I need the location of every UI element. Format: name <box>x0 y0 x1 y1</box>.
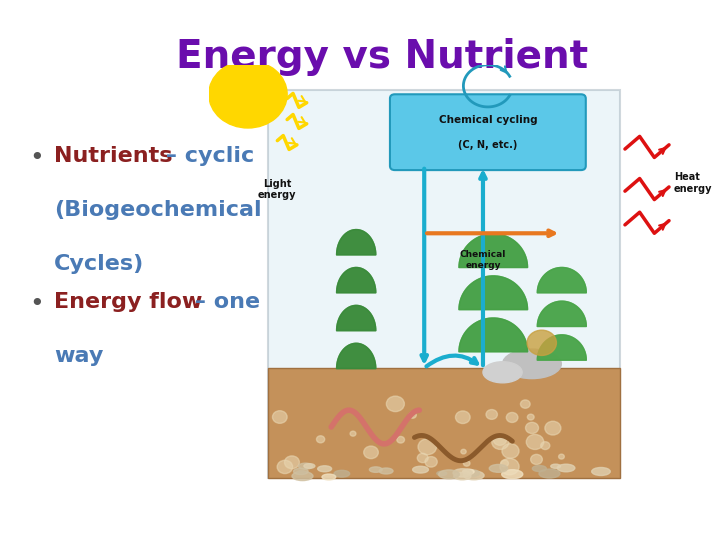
Bar <box>268 368 620 477</box>
Ellipse shape <box>379 468 393 474</box>
Ellipse shape <box>557 464 575 472</box>
Circle shape <box>425 456 437 467</box>
Circle shape <box>545 421 561 435</box>
Circle shape <box>559 454 564 459</box>
Circle shape <box>350 431 356 436</box>
Circle shape <box>506 413 518 422</box>
Circle shape <box>500 458 519 475</box>
Ellipse shape <box>292 471 313 481</box>
Circle shape <box>464 461 470 466</box>
Circle shape <box>272 411 287 423</box>
Ellipse shape <box>369 467 382 472</box>
Text: Energy vs Nutrient: Energy vs Nutrient <box>176 38 588 76</box>
Text: way: way <box>54 346 104 366</box>
Circle shape <box>418 453 428 463</box>
Text: (Biogeochemical: (Biogeochemical <box>54 200 261 220</box>
Circle shape <box>409 412 416 418</box>
Circle shape <box>492 435 509 449</box>
Circle shape <box>486 409 498 420</box>
Circle shape <box>284 456 300 469</box>
Circle shape <box>502 444 519 458</box>
Text: Energy flow: Energy flow <box>54 292 202 312</box>
Ellipse shape <box>592 468 611 476</box>
Ellipse shape <box>464 471 484 480</box>
Text: – cyclic: – cyclic <box>158 146 255 166</box>
Ellipse shape <box>304 464 315 468</box>
Circle shape <box>418 439 436 455</box>
Text: Nutrients: Nutrients <box>54 146 173 166</box>
Circle shape <box>387 396 405 411</box>
Circle shape <box>541 442 550 449</box>
Text: •: • <box>29 146 43 170</box>
Text: Heat
energy: Heat energy <box>674 172 712 193</box>
Circle shape <box>317 436 325 443</box>
Ellipse shape <box>464 470 480 477</box>
Ellipse shape <box>483 362 522 383</box>
Circle shape <box>456 411 470 423</box>
Ellipse shape <box>463 469 474 474</box>
Text: (C, N, etc.): (C, N, etc.) <box>458 140 518 150</box>
Circle shape <box>531 454 542 464</box>
Ellipse shape <box>413 466 428 473</box>
Text: Chemical
energy: Chemical energy <box>460 250 506 269</box>
Text: – one: – one <box>187 292 261 312</box>
Ellipse shape <box>502 470 523 479</box>
Ellipse shape <box>539 469 560 478</box>
Ellipse shape <box>532 465 546 471</box>
Circle shape <box>277 460 292 474</box>
FancyBboxPatch shape <box>390 94 586 170</box>
Ellipse shape <box>334 470 350 477</box>
Circle shape <box>493 434 506 446</box>
Ellipse shape <box>453 469 472 477</box>
Ellipse shape <box>297 470 305 474</box>
Ellipse shape <box>438 470 459 479</box>
Circle shape <box>521 400 530 408</box>
Circle shape <box>526 434 544 449</box>
Ellipse shape <box>551 464 560 468</box>
Ellipse shape <box>490 464 508 472</box>
Text: •: • <box>29 292 43 315</box>
Circle shape <box>397 436 405 443</box>
Ellipse shape <box>299 463 312 469</box>
FancyBboxPatch shape <box>268 90 620 477</box>
Circle shape <box>364 446 378 458</box>
Ellipse shape <box>318 466 332 472</box>
Ellipse shape <box>294 468 308 475</box>
Circle shape <box>461 449 466 454</box>
Circle shape <box>527 414 534 420</box>
Ellipse shape <box>454 472 471 480</box>
Ellipse shape <box>437 471 446 476</box>
Text: Cycles): Cycles) <box>54 254 144 274</box>
Ellipse shape <box>322 474 336 480</box>
Circle shape <box>526 422 539 434</box>
Circle shape <box>209 60 287 128</box>
Ellipse shape <box>503 349 562 379</box>
Text: Light
energy: Light energy <box>258 179 297 200</box>
Circle shape <box>527 330 557 355</box>
Text: Chemical cycling: Chemical cycling <box>438 114 537 125</box>
Circle shape <box>500 460 508 467</box>
